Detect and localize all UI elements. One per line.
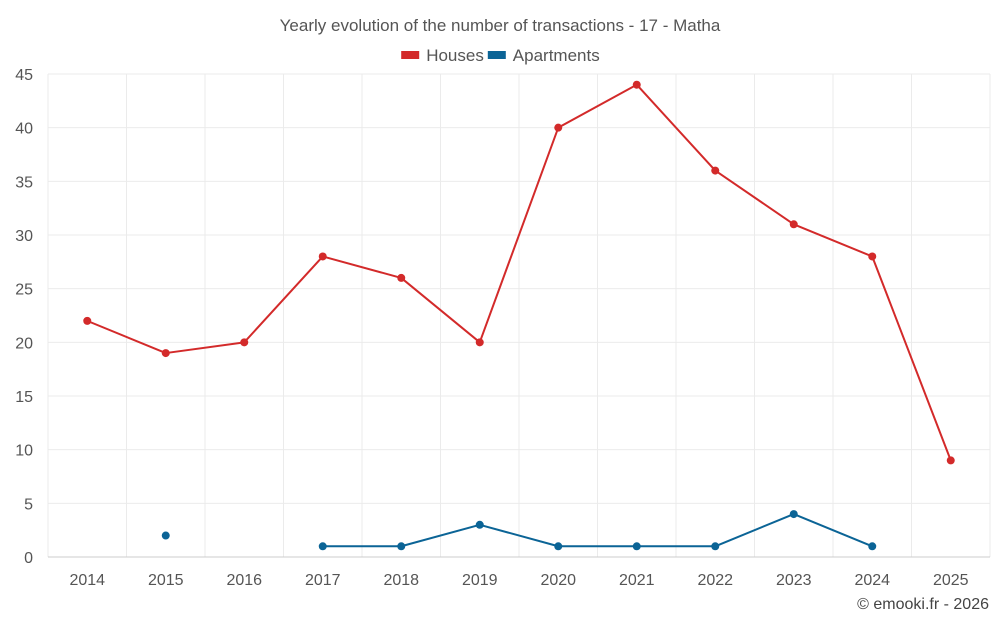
y-tick-label: 45	[15, 67, 33, 84]
x-tick-label: 2017	[305, 572, 341, 589]
x-axis: 2014 2015 2016 2017 2018 2019 2020 2021 2022 2023…	[48, 556, 990, 589]
x-tick-label: 2015	[148, 572, 184, 589]
houses-point	[475, 338, 484, 347]
y-tick-label: 35	[15, 174, 33, 191]
legend-label: Apartments	[513, 46, 600, 65]
x-tick-label: 2019	[462, 572, 498, 589]
houses-point	[868, 252, 877, 261]
houses-point	[711, 166, 720, 175]
apartments-point	[161, 531, 170, 540]
series-apartments	[161, 510, 877, 551]
y-tick-label: 5	[24, 496, 33, 513]
credit-text: © emooki.fr - 2026	[857, 596, 989, 613]
houses-point	[789, 220, 798, 229]
legend-swatch	[487, 51, 506, 59]
x-tick-label: 2021	[619, 572, 655, 589]
apartments-point	[868, 542, 877, 551]
apartments-point	[554, 542, 563, 551]
apartments-point	[318, 542, 327, 551]
y-axis: 0 5 10 15 20 25 30 35 40 45	[15, 67, 33, 567]
y-tick-label: 10	[15, 443, 33, 460]
legend-label: Houses	[426, 46, 484, 65]
x-tick-label: 2024	[854, 572, 890, 589]
houses-point	[161, 349, 170, 358]
houses-point	[554, 123, 563, 132]
y-tick-label: 0	[24, 550, 33, 567]
series-layer	[83, 80, 955, 551]
houses-point	[83, 316, 92, 325]
apartments-point	[711, 542, 720, 551]
y-tick-label: 20	[15, 335, 33, 352]
x-tick-label: 2018	[383, 572, 419, 589]
series-houses	[83, 80, 955, 465]
apartments-point	[789, 510, 798, 519]
houses-point	[397, 273, 406, 282]
x-tick-label: 2016	[226, 572, 262, 589]
y-tick-label: 30	[15, 228, 33, 245]
houses-point	[318, 252, 327, 261]
y-tick-label: 40	[15, 121, 33, 138]
legend-item-houses: Houses	[401, 46, 484, 65]
apartments-point	[475, 520, 484, 529]
houses-point	[946, 456, 955, 465]
x-tick-label: 2025	[933, 572, 969, 589]
apartments-line	[322, 513, 873, 548]
apartments-point	[632, 542, 641, 551]
x-tick-label: 2020	[540, 572, 576, 589]
houses-point	[632, 80, 641, 89]
houses-line	[86, 83, 952, 461]
y-tick-label: 15	[15, 389, 33, 406]
y-tick-label: 25	[15, 282, 33, 299]
x-tick-label: 2023	[776, 572, 812, 589]
legend-swatch	[401, 51, 420, 59]
chart-title: Yearly evolution of the number of transa…	[280, 16, 721, 35]
legend-item-apartments: Apartments	[487, 46, 600, 65]
grid-lines	[47, 73, 991, 557]
apartments-point	[397, 542, 406, 551]
x-tick-label: 2014	[69, 572, 105, 589]
x-tick-label: 2022	[697, 572, 733, 589]
houses-point	[240, 338, 249, 347]
legend: Houses Apartments	[401, 46, 600, 65]
